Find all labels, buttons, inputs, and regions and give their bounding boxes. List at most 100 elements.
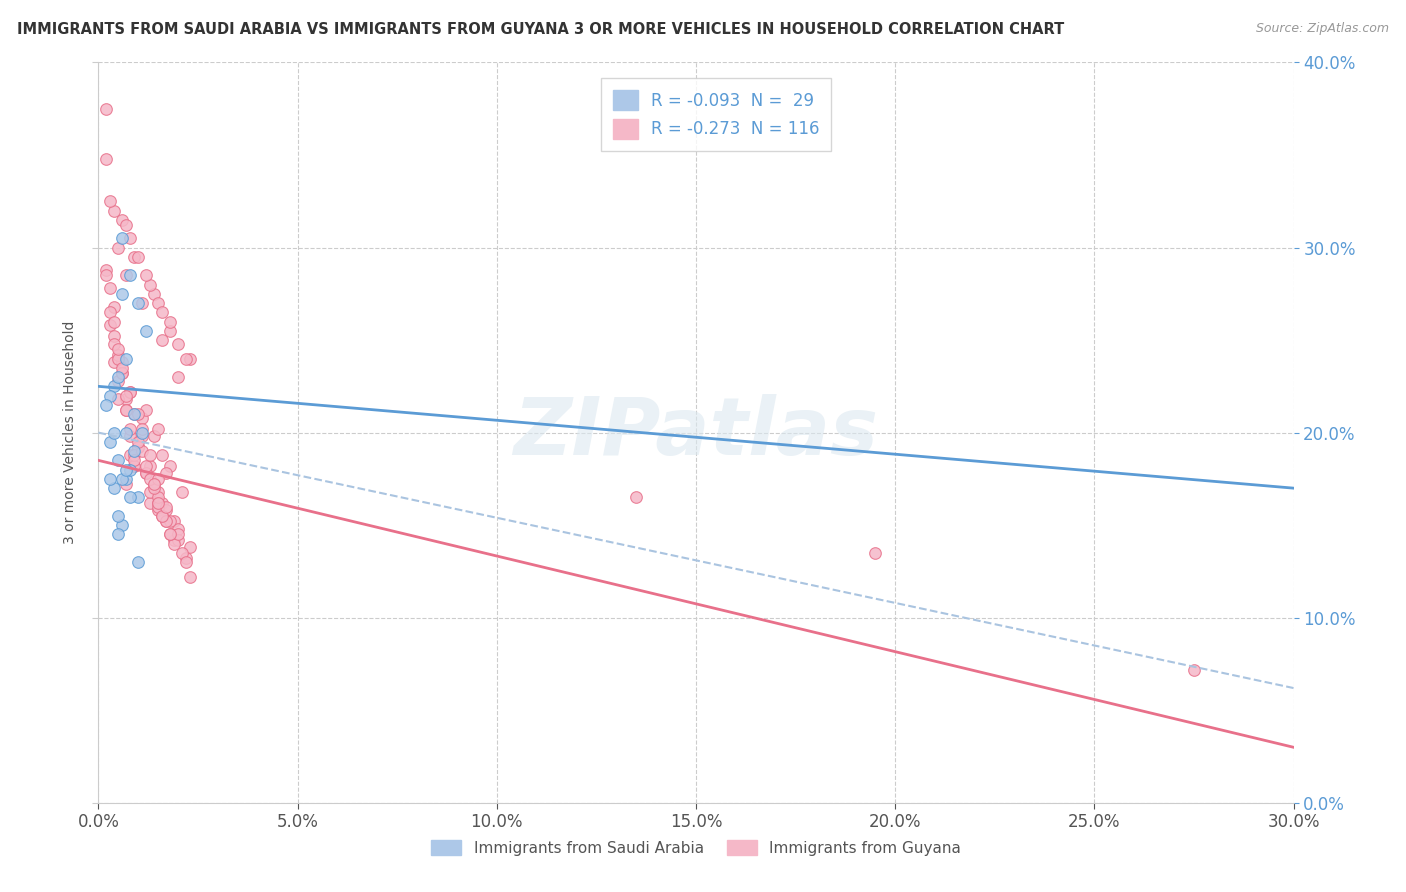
Point (159, 515, 181, 529)
Text: IMMIGRANTS FROM SAUDI ARABIA VS IMMIGRANTS FROM GUYANA 3 OR MORE VEHICLES IN HOU: IMMIGRANTS FROM SAUDI ARABIA VS IMMIGRAN… (17, 22, 1064, 37)
Point (124, 458, 146, 473)
Point (148, 472, 170, 486)
Point (111, 367, 134, 381)
Point (103, 481, 125, 495)
Point (127, 434, 149, 449)
Point (167, 370, 190, 384)
Point (139, 472, 162, 486)
Point (111, 355, 134, 369)
Point (124, 444, 146, 458)
Point (135, 268, 157, 283)
Point (1182, 663, 1205, 677)
Point (131, 429, 153, 443)
Point (96, 152, 118, 166)
Point (148, 491, 170, 505)
Point (163, 515, 186, 529)
Point (120, 462, 142, 476)
Point (127, 441, 149, 455)
Point (143, 477, 166, 491)
Point (139, 484, 162, 499)
Point (131, 444, 153, 458)
Point (107, 343, 129, 357)
Point (127, 441, 149, 455)
Point (150, 305, 173, 319)
Point (124, 250, 146, 264)
Point (115, 219, 138, 233)
Point (155, 500, 177, 514)
Point (115, 462, 138, 476)
Point (159, 527, 181, 541)
Point (103, 203, 125, 218)
Point (111, 472, 134, 486)
Point (120, 448, 142, 462)
Point (172, 546, 194, 560)
Point (120, 268, 142, 283)
Point (111, 518, 134, 533)
Point (139, 496, 162, 510)
Point (626, 491, 648, 505)
Point (163, 533, 186, 547)
Point (124, 407, 146, 421)
Point (143, 477, 166, 491)
Point (167, 336, 190, 351)
Point (107, 240, 129, 255)
Point (96, 398, 118, 412)
Point (127, 555, 149, 569)
Point (96, 268, 118, 283)
Point (163, 536, 186, 550)
Point (127, 250, 149, 264)
Point (115, 472, 138, 486)
Point (115, 403, 138, 417)
Point (103, 300, 125, 314)
Point (179, 351, 201, 366)
Point (120, 384, 142, 399)
Point (107, 392, 129, 407)
Point (150, 333, 173, 347)
Point (124, 453, 146, 467)
Point (135, 467, 157, 481)
Point (143, 429, 166, 443)
Point (96, 102, 118, 116)
Point (124, 458, 146, 473)
Point (115, 388, 138, 402)
Point (98, 194, 122, 209)
Point (148, 496, 170, 510)
Point (139, 458, 162, 473)
Text: ZIPatlas: ZIPatlas (513, 393, 879, 472)
Point (103, 355, 125, 369)
Point (150, 496, 173, 510)
Point (174, 351, 197, 366)
Point (127, 441, 149, 455)
Point (167, 533, 190, 547)
Point (115, 403, 138, 417)
Point (103, 329, 125, 343)
Y-axis label: 3 or more Vehicles in Household: 3 or more Vehicles in Household (63, 321, 77, 544)
Point (127, 407, 149, 421)
Point (131, 425, 153, 440)
Point (115, 351, 138, 366)
Point (135, 403, 157, 417)
Point (159, 458, 181, 473)
Point (107, 374, 129, 388)
Point (103, 425, 125, 440)
Point (135, 324, 157, 338)
Point (148, 500, 170, 514)
Point (179, 570, 201, 584)
Point (120, 429, 142, 443)
Point (115, 268, 138, 283)
Point (131, 410, 153, 425)
Point (135, 467, 157, 481)
Point (159, 324, 181, 338)
Point (155, 515, 177, 529)
Point (172, 484, 194, 499)
Point (148, 422, 170, 436)
Point (111, 286, 134, 301)
Point (107, 370, 129, 384)
Point (120, 231, 142, 245)
Point (120, 384, 142, 399)
Point (139, 277, 162, 292)
Point (148, 296, 170, 310)
Point (96, 262, 118, 277)
Point (103, 314, 125, 328)
Point (107, 527, 129, 541)
